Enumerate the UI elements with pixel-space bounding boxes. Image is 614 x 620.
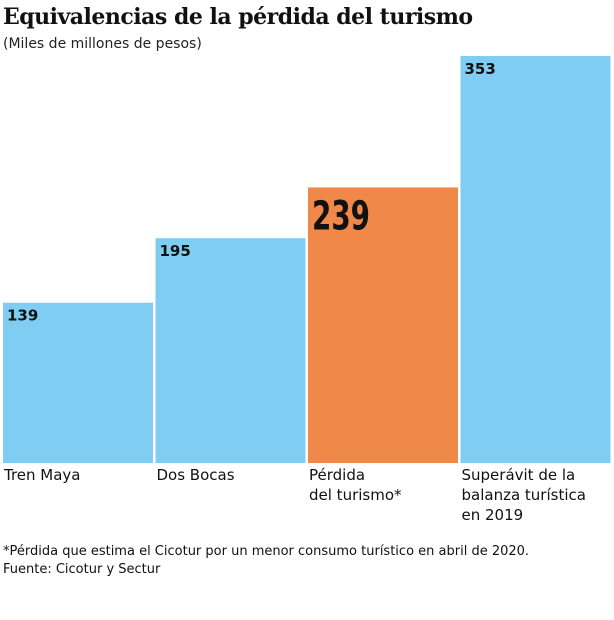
value-label: 353	[465, 60, 496, 78]
x-tick-label: Superávit de la balanza turística en 201…	[461, 466, 586, 524]
source: Fuente: Cicotur y Sectur	[3, 562, 161, 577]
value-label: 239	[312, 193, 370, 239]
bar	[155, 238, 306, 463]
bar	[3, 302, 153, 463]
x-tick-label: Tren Maya	[4, 466, 81, 484]
value-label: 139	[7, 307, 38, 325]
chart-subtitle: (Miles de millones de pesos)	[3, 36, 202, 52]
bar	[460, 56, 611, 463]
bar	[308, 187, 458, 463]
value-label: 195	[160, 242, 191, 260]
x-tick-label: Dos Bocas	[156, 466, 235, 484]
footnote: *Pérdida que estima el Cicotur por un me…	[3, 544, 530, 559]
x-tick-label: Pérdida del turismo*	[309, 466, 402, 504]
chart-title: Equivalencias de la pérdida del turismo	[3, 4, 473, 30]
